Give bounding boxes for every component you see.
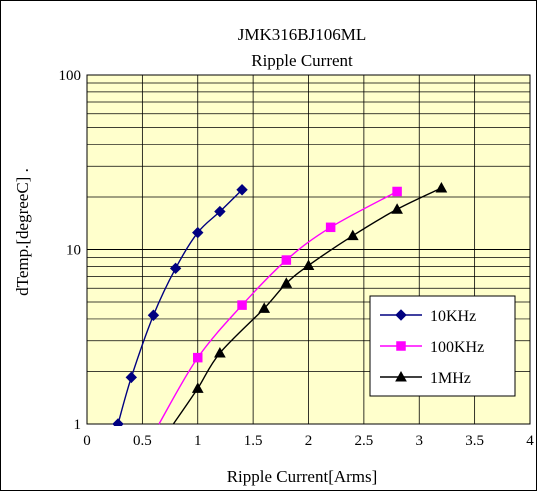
y-axis-label: dTemp.[degreeC] .: [13, 168, 32, 296]
data-point: [346, 229, 359, 241]
x-tick-label: 1.5: [244, 433, 263, 449]
x-tick-labels: 0 0.5 1 1.5 2 2.5 3 3.5 4: [83, 433, 534, 449]
data-point: [125, 371, 138, 384]
series-line: [158, 190, 398, 425]
data-point: [258, 302, 271, 313]
series-layer: [112, 182, 448, 426]
legend-label: 10KHz: [430, 308, 476, 325]
data-point: [214, 205, 226, 218]
legend-entry: 100KHz: [380, 339, 484, 356]
chart-subtitle: Ripple Current: [251, 51, 353, 70]
x-tick-label: 3: [416, 433, 424, 449]
data-point: [281, 255, 292, 265]
y-tick-label: 1: [74, 417, 82, 433]
series-10khz: [112, 184, 248, 426]
y-tick-label: 10: [66, 243, 81, 259]
x-tick-label: 2.5: [355, 433, 374, 449]
data-point: [391, 203, 403, 214]
data-point: [214, 347, 226, 358]
legend-entry: 1MHz: [380, 370, 471, 387]
data-point: [192, 226, 204, 239]
x-tick-label: 0: [83, 433, 91, 449]
x-axis-label: Ripple Current[Arms]: [227, 467, 378, 486]
legend-entry: 10KHz: [380, 308, 476, 325]
legend-items: 10KHz 100KHz 1MHz: [380, 308, 484, 387]
x-tick-label: 2: [305, 433, 313, 449]
legend: 10KHz 100KHz 1MHz: [369, 295, 516, 397]
legend-label: 100KHz: [430, 339, 484, 356]
y-tick-label: 100: [59, 68, 82, 84]
x-tick-label: 0.5: [133, 433, 152, 449]
data-point: [169, 262, 182, 275]
series-100khz: [158, 186, 402, 425]
x-tick-label: 4: [526, 433, 534, 449]
x-tick-label: 3.5: [465, 433, 484, 449]
series-1mhz: [172, 182, 448, 425]
data-point: [302, 259, 315, 270]
data-point: [112, 418, 124, 426]
data-point: [325, 222, 336, 233]
legend-label: 1MHz: [430, 370, 471, 387]
data-point: [236, 184, 248, 196]
plot-border: [86, 74, 531, 425]
data-point: [392, 186, 402, 197]
x-tick-label: 1: [194, 433, 202, 449]
data-point: [191, 382, 204, 393]
data-point: [280, 277, 293, 288]
data-point: [147, 309, 160, 321]
chart-title: JMK316BJ106ML: [238, 25, 366, 44]
y-tick-labels: 1 10 100: [59, 68, 82, 433]
data-point: [435, 182, 448, 193]
data-point: [193, 352, 203, 363]
data-point: [237, 300, 247, 310]
